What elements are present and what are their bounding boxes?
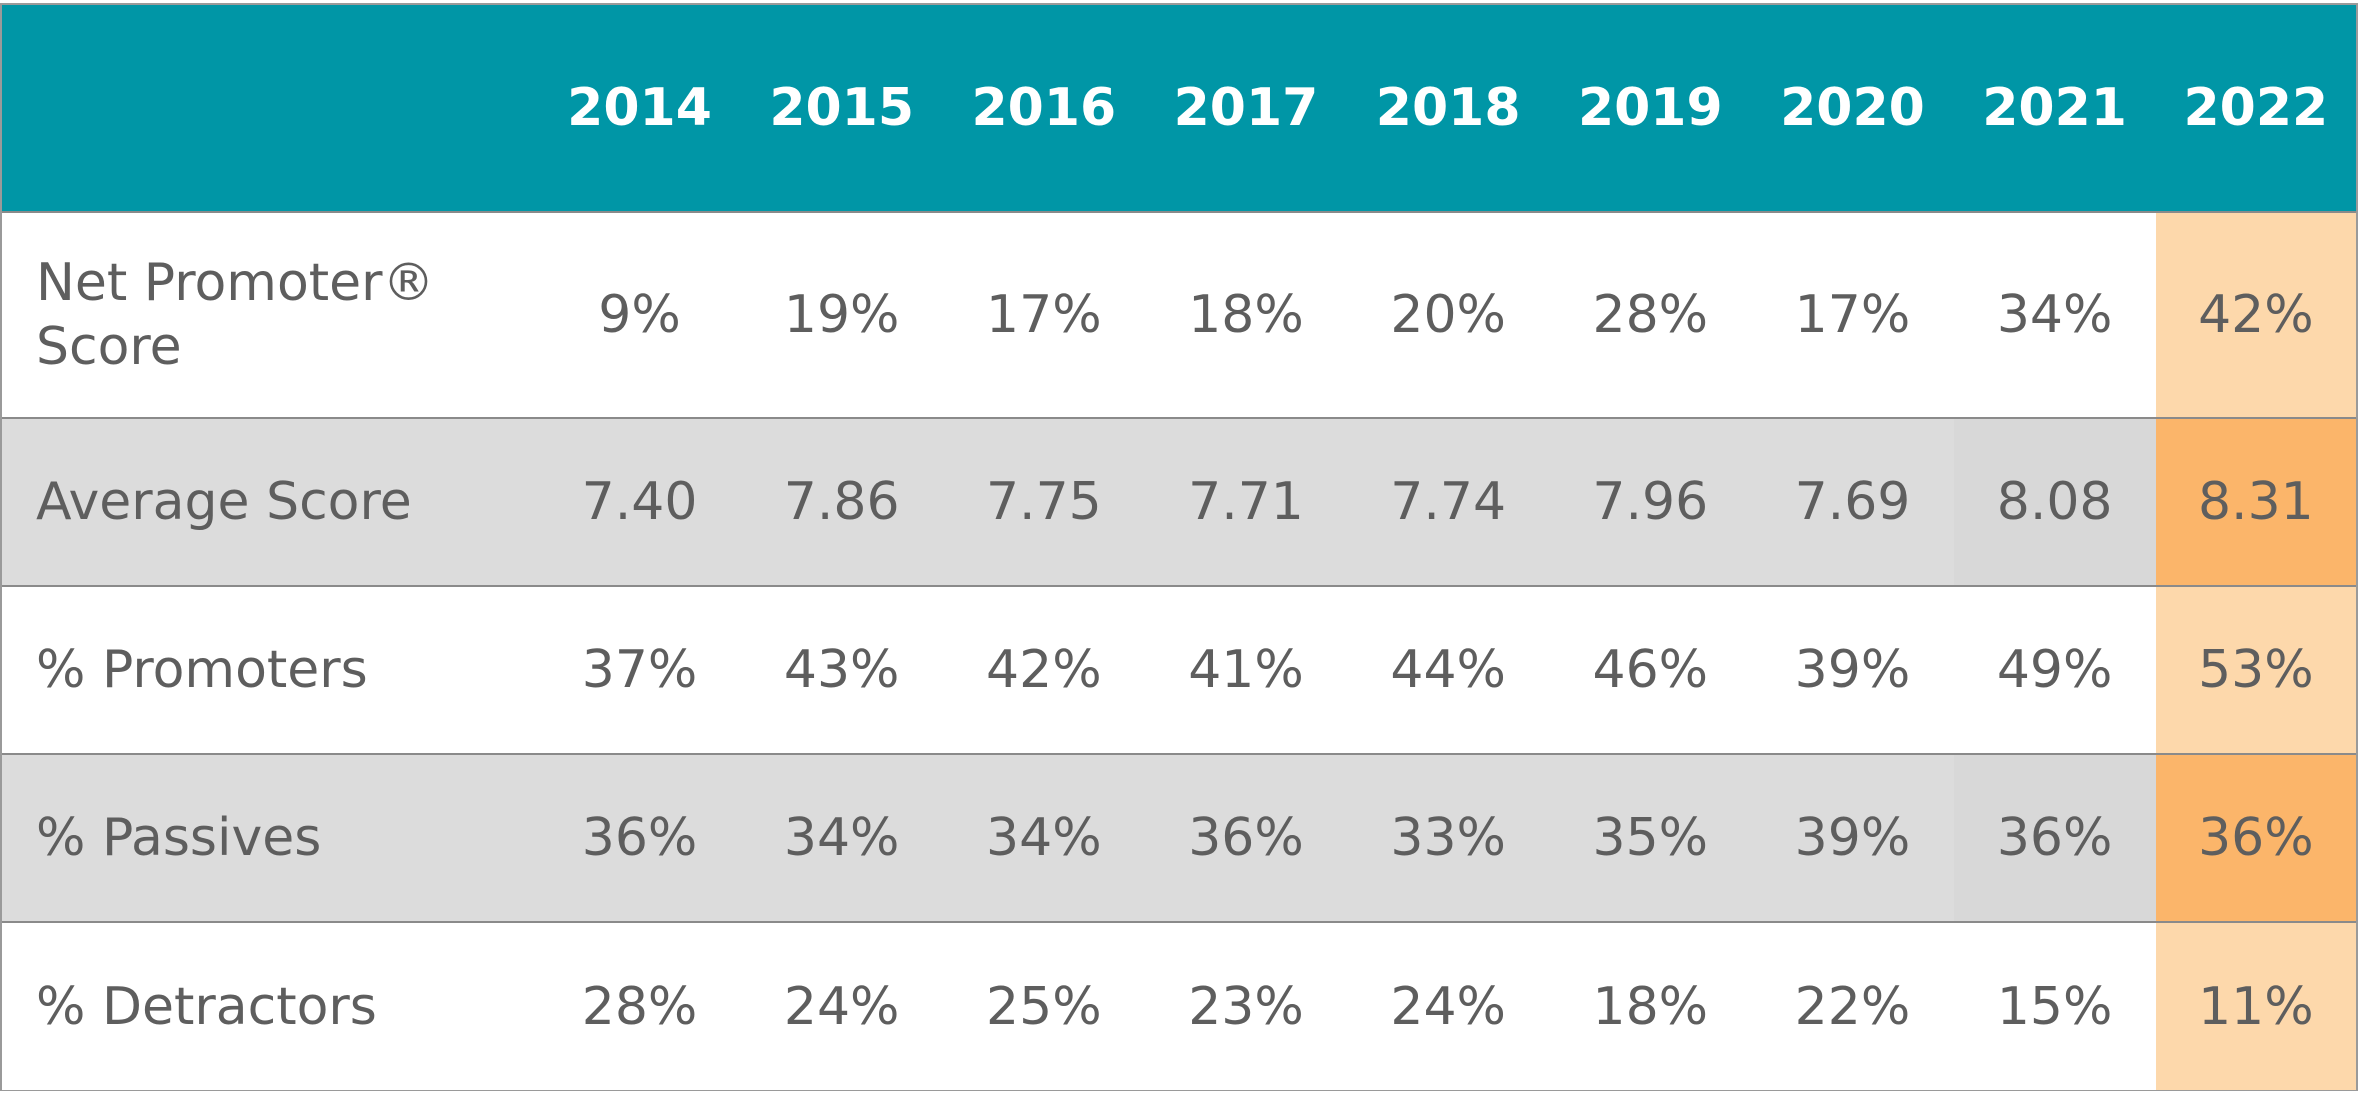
table-cell: 19%	[740, 212, 943, 418]
table-cell: 8.08	[1953, 418, 2156, 586]
row-label: % Passives	[2, 754, 539, 922]
table-row-passives: % Passives 36% 34% 34% 36% 33% 35% 39% 3…	[2, 754, 2356, 922]
row-label: Net Promoter® Score	[2, 212, 539, 418]
table-cell: 49%	[1953, 586, 2156, 754]
table-cell: 7.75	[942, 418, 1145, 586]
table-cell: 17%	[942, 212, 1145, 418]
table-cell: 37%	[538, 586, 741, 754]
table-cell: 15%	[1953, 922, 2156, 1090]
highlighted-cell: 8.31	[2155, 418, 2356, 586]
table-cell: 34%	[740, 754, 943, 922]
table-cell: 17%	[1751, 212, 1954, 418]
nps-table: 2014 2015 2016 2017 2018 2019 2020 2021 …	[2, 5, 2356, 1090]
table-cell: 9%	[538, 212, 741, 418]
highlighted-cell: 36%	[2155, 754, 2356, 922]
table-cell: 20%	[1347, 212, 1550, 418]
table-cell: 18%	[1144, 212, 1348, 418]
table-row-detractors: % Detractors 28% 24% 25% 23% 24% 18% 22%…	[2, 922, 2356, 1090]
table-cell: 7.40	[538, 418, 741, 586]
header-year-2016: 2016	[942, 5, 1145, 212]
table-cell: 46%	[1549, 586, 1752, 754]
table-row-average-score: Average Score 7.40 7.86 7.75 7.71 7.74 7…	[2, 418, 2356, 586]
header-year-2022: 2022	[2155, 5, 2356, 212]
table-cell: 7.86	[740, 418, 943, 586]
table-cell: 28%	[1549, 212, 1752, 418]
table-cell: 7.69	[1751, 418, 1954, 586]
table-cell: 36%	[1144, 754, 1348, 922]
header-year-2018: 2018	[1347, 5, 1550, 212]
highlighted-cell: 11%	[2155, 922, 2356, 1090]
table-cell: 34%	[1953, 212, 2156, 418]
table-cell: 7.71	[1144, 418, 1348, 586]
nps-table-container: 2014 2015 2016 2017 2018 2019 2020 2021 …	[0, 3, 2358, 1091]
table-cell: 34%	[942, 754, 1145, 922]
table-cell: 28%	[538, 922, 741, 1090]
table-cell: 39%	[1751, 754, 1954, 922]
header-year-2017: 2017	[1144, 5, 1348, 212]
header-year-2020: 2020	[1751, 5, 1954, 212]
row-label: % Promoters	[2, 586, 539, 754]
table-cell: 22%	[1751, 922, 1954, 1090]
table-cell: 44%	[1347, 586, 1550, 754]
table-cell: 42%	[942, 586, 1145, 754]
table-cell: 43%	[740, 586, 943, 754]
table-cell: 36%	[1953, 754, 2156, 922]
table-cell: 41%	[1144, 586, 1348, 754]
table-cell: 7.74	[1347, 418, 1550, 586]
table-cell: 35%	[1549, 754, 1752, 922]
table-row-net-promoter-score: Net Promoter® Score 9% 19% 17% 18% 20% 2…	[2, 212, 2356, 418]
table-cell: 7.96	[1549, 418, 1752, 586]
table-cell: 24%	[1347, 922, 1550, 1090]
table-row-promoters: % Promoters 37% 43% 42% 41% 44% 46% 39% …	[2, 586, 2356, 754]
table-cell: 24%	[740, 922, 943, 1090]
header-year-2019: 2019	[1549, 5, 1752, 212]
row-label: Average Score	[2, 418, 539, 586]
table-cell: 18%	[1549, 922, 1752, 1090]
row-label: % Detractors	[2, 922, 539, 1090]
header-year-2015: 2015	[740, 5, 943, 212]
table-cell: 39%	[1751, 586, 1954, 754]
table-cell: 36%	[538, 754, 741, 922]
table-cell: 25%	[942, 922, 1145, 1090]
header-corner-cell	[2, 5, 539, 212]
header-year-2021: 2021	[1953, 5, 2156, 212]
highlighted-cell: 42%	[2155, 212, 2356, 418]
header-row: 2014 2015 2016 2017 2018 2019 2020 2021 …	[2, 5, 2356, 212]
header-year-2014: 2014	[538, 5, 741, 212]
table-cell: 33%	[1347, 754, 1550, 922]
highlighted-cell: 53%	[2155, 586, 2356, 754]
table-cell: 23%	[1144, 922, 1348, 1090]
